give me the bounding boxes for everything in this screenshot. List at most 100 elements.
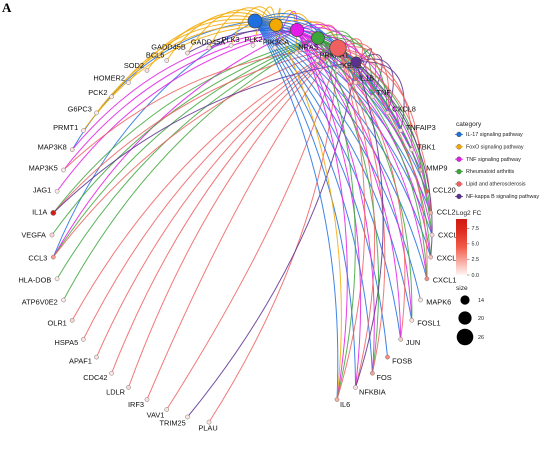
- edge-fosl1-il-17-signaling-pathway: [254, 20, 413, 321]
- gene-node-hla-dob: [54, 276, 60, 282]
- edge-gadd45b-foxo-signaling-pathway: [187, 9, 277, 54]
- edge-il1b-tnf-signaling-pathway: [296, 24, 356, 83]
- gene-node-pik3ca: [272, 45, 278, 51]
- gene-node-nfkbia: [353, 385, 358, 390]
- edge-fos-il-17-signaling-pathway: [254, 20, 373, 374]
- gene-label-cxcl8: CXCL8: [392, 105, 416, 114]
- edge-plau-lipid-and-atherosclerosis: [208, 47, 339, 423]
- legend: category IL-17 signaling pathway FoxO sign…: [455, 121, 539, 346]
- gene-label-vegfa: VEGFA: [21, 231, 46, 240]
- gene-label-gadd45b: GADD45B: [151, 43, 186, 52]
- legend-entry-foxo-signaling-pathway: FoxO signaling pathway: [466, 144, 524, 150]
- gene-node-fosl1: [409, 317, 415, 323]
- legend-fc-tick-label: 0.0: [472, 273, 480, 279]
- edge-bcl6-foxo-signaling-pathway: [166, 12, 277, 61]
- edge-prmt1-foxo-signaling-pathway: [82, 24, 277, 131]
- legend-entry-nf-kappa-b-signaling-pathway: NF-kappa B signaling pathway: [466, 194, 539, 200]
- gene-label-mmp9: MMP9: [426, 164, 447, 173]
- gene-label-nfkbia: NFKBIA: [359, 388, 386, 397]
- gene-node-cxcl2: [428, 254, 434, 260]
- edge-il1a-nf-kappa-b-signaling-pathway: [52, 61, 357, 214]
- panel-label: A: [2, 0, 12, 15]
- gene-label-tnf: TNF: [377, 88, 392, 97]
- gene-label-ccl3: CCL3: [28, 253, 47, 262]
- edge-trim25-nf-kappa-b-signaling-pathway: [187, 61, 357, 418]
- gene-label-cxcl2: CXCL2: [437, 253, 461, 262]
- gene-node-hspa5: [80, 337, 86, 342]
- gene-node-prkaa1: [314, 58, 320, 63]
- gene-label-g6pc3: G6PC3: [68, 105, 92, 114]
- gene-label-map3k5: MAP3K5: [29, 164, 58, 173]
- gene-label-plk3: PLK3: [222, 35, 240, 44]
- gene-node-pck2: [109, 94, 114, 100]
- edge-cxcl1-lipid-and-atherosclerosis: [337, 47, 428, 279]
- legend-size-title: size: [456, 285, 468, 292]
- gene-label-cxcl3: CXCL3: [438, 231, 462, 240]
- gene-node-trim25: [185, 414, 190, 420]
- edge-cxcl1-il-17-signaling-pathway: [254, 20, 428, 279]
- edge-nras-foxo-signaling-pathway: [275, 9, 298, 54]
- gene-node-il1b: [353, 80, 358, 85]
- gene-node-map3k8: [69, 147, 75, 153]
- gene-label-jag1: JAG1: [33, 185, 51, 194]
- legend-fc-title: Log2 FC: [456, 210, 482, 217]
- gene-label-ccl2: CCL2: [437, 208, 456, 217]
- pathway-node-lipid-and-atherosclerosis: [329, 39, 347, 57]
- gene-node-apaf1: [94, 354, 99, 360]
- pathway-node-foxo-signaling-pathway: [269, 18, 283, 32]
- gene-label-hspa5: HSPA5: [55, 338, 79, 347]
- gene-node-cdc42: [109, 370, 114, 376]
- gene-label-plk2: PLK2: [244, 35, 262, 44]
- legend-entry-rheumatoid-arthritis: Rheumatoid arthritis: [466, 169, 515, 175]
- gene-node-plk2: [250, 42, 256, 48]
- gene-node-nras: [294, 50, 299, 56]
- edge-il6-lipid-and-atherosclerosis: [336, 47, 366, 400]
- edge-fos-lipid-and-atherosclerosis: [337, 47, 386, 374]
- edge-gadd45a-foxo-signaling-pathway: [208, 7, 277, 49]
- edge-nfkbia-lipid-and-atherosclerosis: [337, 47, 376, 388]
- legend-fc-tick-label: 5.0: [472, 242, 480, 248]
- edge-jun-il-17-signaling-pathway: [254, 20, 402, 340]
- gene-node-cxcl3: [429, 232, 435, 238]
- gene-node-sod2: [144, 68, 150, 73]
- gene-node-g6pc3: [94, 110, 99, 116]
- edge-apaf1-lipid-and-atherosclerosis: [96, 47, 339, 358]
- gene-label-tnfaip3: TNFAIP3: [406, 123, 436, 132]
- gene-node-vegfa: [49, 232, 55, 238]
- gene-node-vav1: [164, 407, 170, 412]
- gene-node-fosb: [385, 354, 390, 360]
- edge-nfkbia-tnf-signaling-pathway: [296, 29, 362, 388]
- gene-node-map3k5: [61, 167, 66, 173]
- gene-label-sod2: SOD2: [124, 61, 144, 70]
- edge-cxcl2-il-17-signaling-pathway: [254, 20, 432, 258]
- gene-node-ccl20: [424, 188, 430, 194]
- gene-label-tbk1: TBK1: [417, 143, 435, 152]
- gene-node-tbk1: [409, 147, 415, 153]
- gene-node-il1a: [50, 210, 57, 216]
- pathway-node-nf-kappa-b-signaling-pathway: [350, 56, 362, 68]
- edge-jun-tnf-signaling-pathway: [296, 29, 402, 340]
- gene-label-ccl20: CCL20: [433, 185, 456, 194]
- legend-fc-colorbar: [456, 219, 467, 275]
- edge-fos-tnf-signaling-pathway: [296, 29, 375, 374]
- gene-node-tnfaip3: [398, 128, 404, 133]
- gene-node-ikbke: [334, 68, 340, 73]
- gene-label-plau: PLAU: [198, 424, 217, 433]
- gene-node-cxcl8: [385, 110, 390, 116]
- edge-vav1-lipid-and-atherosclerosis: [166, 47, 339, 410]
- gene-node-ccl2: [428, 210, 434, 216]
- gene-node-atp6v0e2: [61, 297, 66, 303]
- gene-label-gadd45a: GADD45A: [191, 38, 226, 47]
- gene-label-il1b: IL1B: [359, 73, 374, 82]
- edge-fosl1-rheumatoid-arthritis: [317, 37, 413, 321]
- gene-label-mapk6: MAPK6: [426, 298, 451, 307]
- legend-size-circle-26: [456, 328, 474, 346]
- edge-fosb-il-17-signaling-pathway: [254, 20, 388, 358]
- legend-entry-il-17-signaling-pathway: IL-17 signaling pathway: [466, 132, 523, 138]
- legend-fc-tick-label: 2.5: [472, 257, 480, 263]
- gene-node-tnf: [370, 94, 375, 100]
- gene-label-ikbke: IKBKE: [340, 61, 362, 70]
- gene-node-cxcl1: [424, 276, 430, 282]
- pathway-node-tnf-signaling-pathway: [289, 22, 305, 38]
